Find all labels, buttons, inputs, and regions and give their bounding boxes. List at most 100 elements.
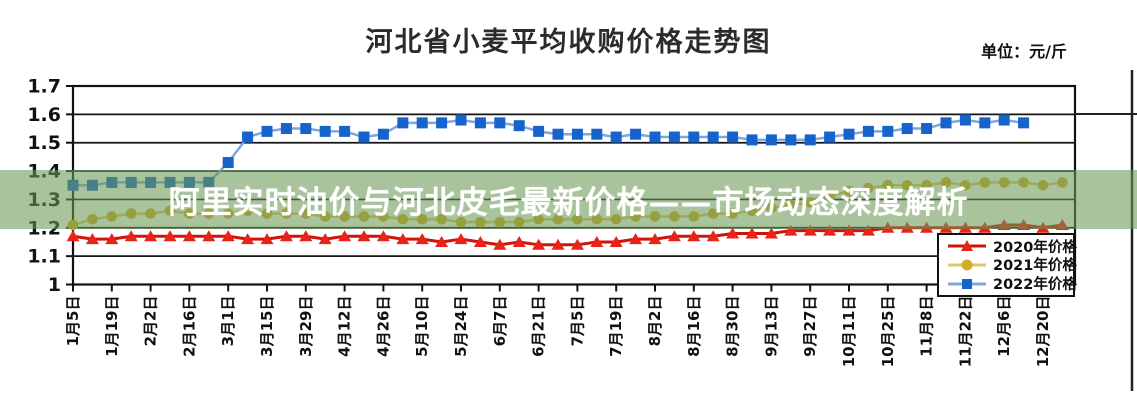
marker-triangle [66, 230, 80, 242]
x-tick-label: 4月12日 [336, 296, 354, 357]
marker-square [882, 125, 894, 137]
marker-square [358, 131, 370, 143]
marker-triangle [221, 230, 235, 242]
marker-square [668, 131, 680, 143]
marker-square [998, 114, 1010, 126]
x-tick-label: 3月29日 [297, 296, 315, 357]
marker-triangle [182, 230, 196, 242]
marker-triangle [764, 227, 778, 239]
marker-square [513, 120, 525, 132]
chart-legend: 2020年价格 2021年价格 2022年价格 [937, 233, 1077, 297]
x-tick-label: 11月8日 [918, 296, 936, 357]
marker-triangle [803, 224, 817, 236]
legend-item-2020: 2020年价格 [947, 237, 1077, 256]
marker-triangle [357, 230, 371, 242]
y-tick-label: 1.5 [27, 132, 61, 154]
x-tick-label: 8月2日 [646, 296, 664, 347]
marker-square [261, 125, 273, 137]
marker-square [319, 125, 331, 137]
marker-square [494, 117, 506, 129]
marker-square [921, 123, 933, 135]
marker-triangle [260, 233, 274, 245]
marker-triangle [318, 233, 332, 245]
overlay-banner: 阿里实时油价与河北皮毛最新价格——市场动态深度解析 [0, 170, 1137, 229]
x-tick-label: 9月27日 [801, 296, 819, 357]
marker-square [688, 131, 700, 143]
marker-triangle [590, 235, 604, 247]
x-tick-label: 4月26日 [374, 296, 392, 357]
marker-triangle [687, 230, 701, 242]
marker-square [552, 128, 564, 140]
x-tick-label: 5月10日 [413, 296, 431, 357]
marker-triangle [105, 233, 119, 245]
x-axis: 1月5日 1月19日 2月2日 2月16日 3月1日 3月15日 3月29日 4月12日 4月2… [64, 284, 1052, 368]
marker-square [746, 134, 758, 146]
x-tick-label: 2月16日 [180, 296, 198, 357]
marker-triangle [861, 224, 875, 236]
y-tick-label: 1 [48, 274, 61, 296]
x-tick-label: 1月5日 [64, 296, 82, 347]
legend-circle-marker-icon [948, 259, 986, 271]
legend-item-2021: 2021年价格 [947, 256, 1077, 274]
marker-triangle [454, 233, 468, 245]
marker-square [222, 157, 234, 169]
marker-triangle [85, 233, 99, 245]
marker-square [843, 128, 855, 140]
marker-square [242, 131, 254, 143]
x-tick-label: 5月24日 [452, 296, 470, 357]
legend-label: 2022年价格 [993, 277, 1077, 294]
marker-square [1018, 117, 1030, 129]
x-tick-label: 7月19日 [607, 296, 625, 357]
x-tick-label: 10月11日 [840, 296, 858, 368]
marker-triangle [241, 233, 255, 245]
x-tick-label: 3月1日 [219, 296, 237, 347]
x-tick-label: 2月2日 [142, 296, 160, 347]
marker-square [397, 117, 409, 129]
x-tick-label: 7月5日 [568, 296, 586, 347]
x-tick-label: 1月19日 [103, 296, 121, 357]
x-tick-label: 8月16日 [685, 296, 703, 357]
x-tick-label: 12月6日 [995, 295, 1013, 356]
legend-triangle-marker-icon [948, 240, 986, 252]
marker-square [571, 128, 583, 140]
marker-triangle [376, 230, 390, 242]
marker-triangle [279, 230, 293, 242]
x-tick-label: 6月7日 [491, 296, 509, 347]
marker-square [280, 123, 292, 135]
marker-square [707, 131, 719, 143]
marker-triangle [629, 233, 643, 245]
legend-square-marker-icon [948, 278, 986, 289]
marker-square [785, 134, 797, 146]
marker-triangle [648, 233, 662, 245]
marker-triangle [202, 230, 216, 242]
marker-triangle [706, 230, 720, 242]
marker-square [416, 117, 428, 129]
marker-triangle [726, 227, 740, 239]
x-tick-label: 3月15日 [258, 296, 276, 357]
marker-triangle [163, 230, 177, 242]
marker-triangle [435, 235, 449, 247]
marker-square [727, 131, 739, 143]
marker-square [824, 131, 836, 143]
marker-square [610, 131, 622, 143]
x-tick-label: 6月21日 [530, 296, 548, 357]
marker-square [862, 125, 874, 137]
y-tick-label: 1.7 [27, 76, 61, 98]
marker-square [901, 123, 913, 135]
marker-triangle [396, 233, 410, 245]
x-tick-label: 10月25日 [879, 296, 897, 368]
marker-triangle [415, 233, 429, 245]
x-tick-label: 12月20日 [1034, 296, 1052, 368]
marker-square [300, 123, 312, 135]
marker-square [649, 131, 661, 143]
marker-triangle [842, 224, 856, 236]
marker-triangle [299, 230, 313, 242]
marker-square [765, 134, 777, 146]
chart-title: 河北省小麦平均收购价格走势图 [365, 27, 772, 58]
marker-square [377, 128, 389, 140]
y-tick-label: 1.1 [27, 246, 61, 268]
marker-triangle [473, 235, 487, 247]
marker-square [630, 128, 642, 140]
marker-triangle [124, 230, 138, 242]
